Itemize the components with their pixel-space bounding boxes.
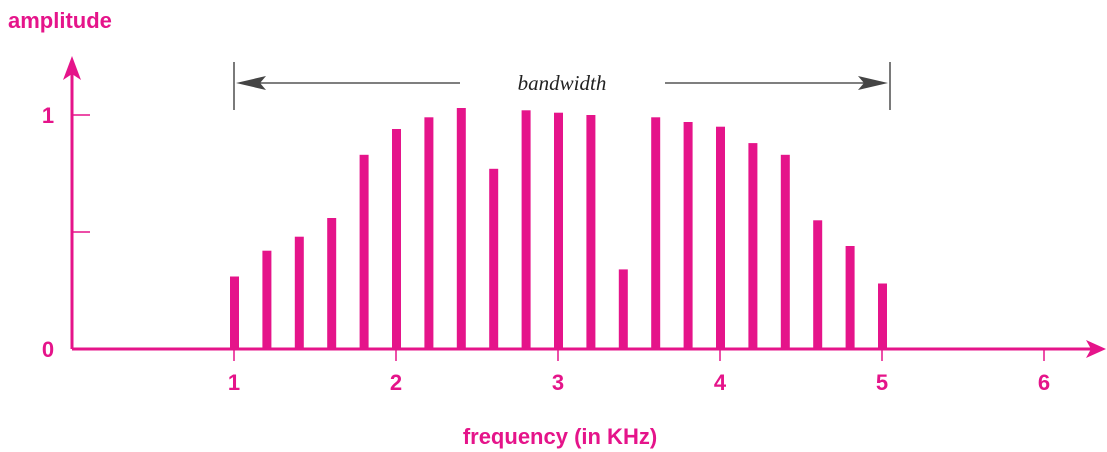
y-axis-arrowhead (63, 56, 81, 80)
bandwidth-annotation: bandwidth (233, 62, 891, 110)
bar-3.8 (683, 122, 693, 349)
bars-group (230, 108, 887, 349)
x-tick-label-5: 5 (876, 370, 888, 395)
bar-2 (392, 129, 401, 349)
bar-1.2 (262, 250, 272, 349)
bar-4 (716, 126, 725, 349)
bar-2.2 (424, 117, 434, 349)
y-tick-label-1: 1 (42, 103, 54, 128)
bar-1.6 (327, 218, 337, 349)
bar-3 (554, 112, 563, 349)
bandwidth-right-arrowhead (858, 76, 888, 90)
bar-4.6 (813, 220, 823, 349)
bar-4.4 (780, 154, 790, 349)
x-ticks-group: 1 2 3 4 5 6 (228, 349, 1050, 395)
bar-1.4 (294, 236, 304, 349)
y-tick-label-0: 0 (42, 337, 54, 362)
bar-1 (230, 276, 239, 349)
bar-1.8 (359, 154, 369, 349)
bar-2.4 (456, 108, 466, 349)
x-tick-label-4: 4 (714, 370, 727, 395)
bandwidth-label: bandwidth (518, 71, 607, 95)
bar-4.2 (748, 143, 758, 349)
bar-3.2 (586, 115, 596, 349)
x-tick-label-6: 6 (1038, 370, 1050, 395)
y-axis-label: amplitude (8, 8, 112, 33)
x-tick-label-3: 3 (552, 370, 564, 395)
x-axis-arrowhead (1086, 340, 1106, 358)
bar-3.4 (618, 269, 628, 349)
x-tick-label-1: 1 (228, 370, 240, 395)
y-ticks-group: 01 (42, 103, 90, 362)
bar-2.6 (489, 168, 499, 349)
bar-2.8 (521, 110, 531, 349)
x-tick-label-2: 2 (390, 370, 402, 395)
bandwidth-left-arrowhead (236, 76, 266, 90)
x-axis-label: frequency (in KHz) (463, 424, 657, 449)
bar-4.8 (845, 246, 855, 349)
bar-5 (878, 283, 887, 349)
bar-3.6 (651, 117, 661, 349)
